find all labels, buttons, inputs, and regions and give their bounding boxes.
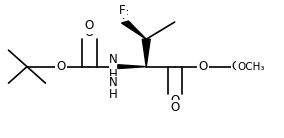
Polygon shape	[142, 39, 150, 67]
Text: O: O	[57, 60, 66, 73]
Text: O: O	[85, 26, 94, 39]
Text: O: O	[57, 60, 66, 73]
Text: N
H: N H	[109, 76, 118, 101]
Text: O: O	[199, 60, 208, 73]
Polygon shape	[122, 21, 146, 39]
Text: O: O	[170, 101, 179, 114]
Text: F: F	[119, 4, 126, 17]
Polygon shape	[118, 65, 146, 69]
Text: O: O	[85, 19, 94, 32]
Text: O: O	[170, 94, 179, 107]
Text: OCH₃: OCH₃	[237, 62, 265, 72]
Text: O: O	[199, 60, 208, 73]
Text: N
H: N H	[109, 53, 118, 81]
Text: O: O	[231, 60, 241, 73]
Text: F: F	[122, 9, 128, 22]
